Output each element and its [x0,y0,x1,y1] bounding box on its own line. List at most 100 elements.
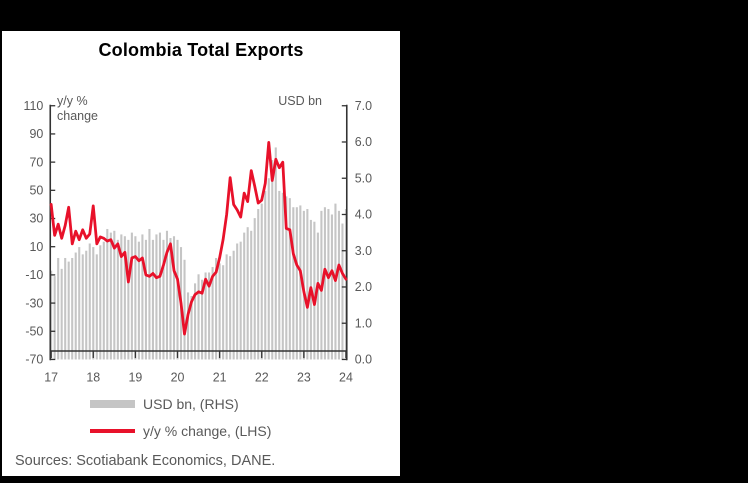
axis-tick-labels: 17 18 19 20 21 22 23 24 110 90 70 50 30 10 -10 -30 -50 -7… [23,99,372,384]
bar [148,228,151,360]
right-axis-title: USD bn [278,94,322,108]
bar [323,207,326,360]
left-tick-label: -10 [25,268,43,282]
bar [127,239,130,360]
bar [204,272,207,360]
bar [264,190,267,360]
bar [176,239,179,360]
bar [99,245,102,360]
legend-label-yoy-change: y/y % change, (LHS) [143,423,272,439]
bar [60,268,63,360]
bar [225,254,228,360]
right-tick-label: 0.0 [355,353,372,367]
bar [158,232,162,360]
bar [155,234,158,360]
bar [281,192,284,360]
yoy-change-line [49,140,348,336]
bar [134,236,137,360]
bar [232,250,235,360]
right-tick-label: 2.0 [355,280,372,294]
x-tick-label: 22 [255,370,269,384]
bar [246,227,249,360]
x-tick-label: 21 [213,370,227,384]
chart-plot-area: 17 18 19 20 21 22 23 24 110 90 70 50 30 10 -10 -30 -50 -7… [23,99,372,384]
bar [306,209,309,360]
x-tick-label: 23 [297,370,311,384]
left-axis-title: y/y % change [57,94,99,123]
bar [253,218,256,360]
x-tick-label: 20 [171,370,185,384]
x-tick-label: 18 [86,370,100,384]
left-tick-label: 110 [23,99,43,113]
line-series-yoy-change [49,140,348,336]
bar [116,239,119,360]
bar-series-swatch [90,400,135,408]
bar [236,243,239,360]
bar [88,243,91,360]
source-note: Sources: Scotiabank Economics, DANE. [15,453,276,469]
bar-series-usd-bn [50,147,348,360]
bar [113,230,116,360]
bar [95,254,98,360]
bar [106,228,109,360]
chart-title: Colombia Total Exports [98,40,304,60]
bar [257,209,260,360]
bar [299,205,302,360]
bar [57,257,60,360]
legend-item-yoy-change: y/y % change, (LHS) [90,423,272,439]
bar [85,250,88,360]
bar [211,267,214,360]
bar [271,160,274,360]
bar [278,190,281,360]
right-tick-label: 1.0 [355,316,372,330]
left-tick-label: 30 [29,212,43,226]
bar [239,241,242,360]
left-tick-label: -30 [25,296,43,310]
bar [285,196,288,360]
bar [229,256,232,360]
bar [250,230,253,360]
left-tick-label: 50 [29,183,43,197]
bar [201,279,204,360]
bar [274,147,277,360]
x-tick-label: 17 [44,370,58,384]
bar [341,223,344,360]
bar [71,257,74,360]
bar [190,296,193,360]
bar [215,257,218,360]
bar [316,232,319,360]
left-tick-label: 10 [29,240,43,254]
bar [169,238,172,360]
left-tick-label: 70 [29,155,43,169]
bar [165,230,169,360]
bar [327,209,330,360]
bar [137,241,140,360]
right-tick-label: 6.0 [355,135,372,149]
bar [292,207,295,360]
bar [78,247,81,360]
bar [67,261,70,360]
bar [337,210,341,360]
right-tick-label: 3.0 [355,244,372,258]
left-tick-label: -50 [25,324,43,338]
bar [197,274,200,360]
bar [222,265,225,360]
bar [50,270,53,360]
bar [130,232,133,360]
bar [260,203,263,360]
legend-item-usd-bn: USD bn, (RHS) [90,396,239,412]
bar [208,272,211,360]
bar [313,221,316,360]
bar [141,234,144,360]
left-tick-label: 90 [29,127,43,141]
x-tick-label: 19 [128,370,142,384]
bar [218,263,221,360]
legend-label-usd-bn: USD bn, (RHS) [143,396,239,412]
bar [172,236,176,360]
bar [81,254,84,360]
bar [194,283,197,360]
bar [288,198,291,360]
bar [53,276,56,360]
bar [330,214,333,360]
right-tick-label: 4.0 [355,208,372,222]
